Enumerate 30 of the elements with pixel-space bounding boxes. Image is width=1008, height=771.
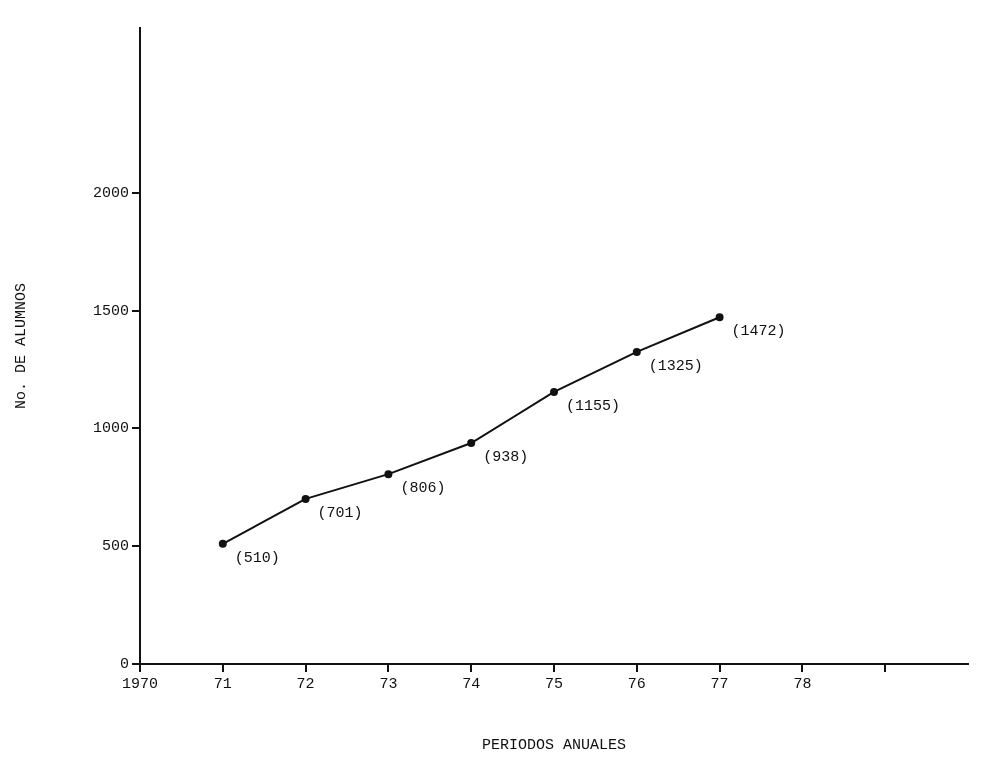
x-tick-label: 71 bbox=[213, 675, 232, 693]
y-tick-label: 2000 bbox=[92, 184, 130, 202]
y-tick-label: 0 bbox=[119, 655, 130, 673]
y-tick-label: 1000 bbox=[92, 420, 130, 438]
y-axis-title: No. DE ALUMNOS bbox=[12, 282, 30, 410]
point bbox=[467, 439, 476, 448]
x-tick-label: 73 bbox=[379, 675, 398, 693]
x-tick-label: 76 bbox=[627, 675, 646, 693]
y-tick-label: 500 bbox=[101, 538, 130, 556]
point bbox=[218, 539, 227, 548]
x-tick-label: 77 bbox=[710, 675, 729, 693]
data-label: (1472) bbox=[731, 323, 786, 341]
data-label: (510) bbox=[234, 549, 280, 567]
point bbox=[715, 313, 724, 322]
data-label: (1155) bbox=[566, 397, 621, 415]
point bbox=[301, 494, 310, 503]
point bbox=[550, 387, 558, 396]
x-tick-label: 78 bbox=[793, 675, 812, 693]
x-tick-label: 1970 bbox=[122, 675, 159, 693]
data-label: (701) bbox=[317, 504, 363, 522]
y-tick-label: 1500 bbox=[92, 302, 130, 320]
x-tick-label: 74 bbox=[462, 675, 481, 693]
point bbox=[632, 347, 641, 356]
data-label: (806) bbox=[400, 480, 446, 498]
data-label: (1325) bbox=[648, 357, 703, 375]
point bbox=[384, 470, 393, 479]
data-label: (938) bbox=[483, 449, 529, 467]
x-tick-label: 75 bbox=[545, 675, 564, 693]
x-axis-title: PERIODOS ANUALES bbox=[481, 736, 627, 754]
x-tick-label: 72 bbox=[296, 675, 315, 693]
